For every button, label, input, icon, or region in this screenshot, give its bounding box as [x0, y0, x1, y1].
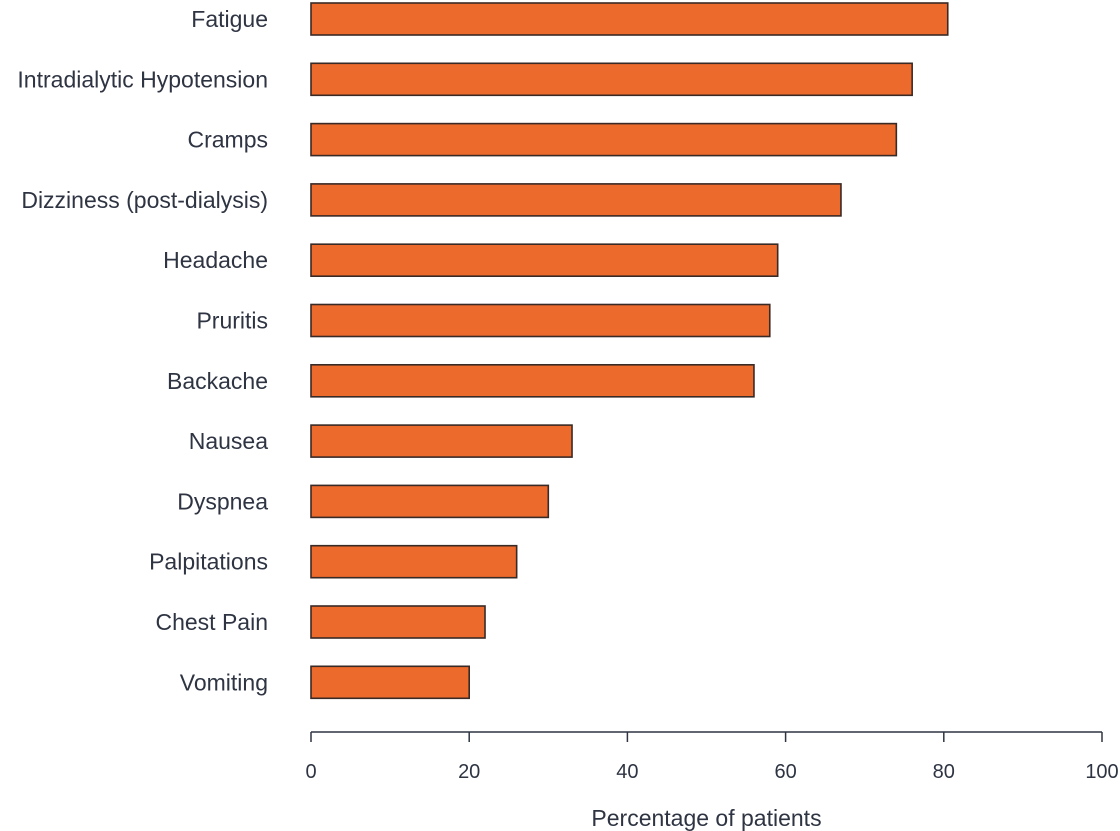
bar-dizziness-post-dialysis [310, 183, 842, 217]
category-label: Cramps [187, 127, 268, 153]
category-label: Headache [163, 247, 268, 273]
category-label: Dizziness (post-dialysis) [21, 187, 268, 213]
x-tick-label: 40 [616, 761, 638, 783]
x-ticks: 0 20 40 60 80 100 [305, 732, 1119, 783]
bar-dyspnea [310, 484, 550, 519]
bar-chest-pain [310, 605, 486, 639]
bar-fatigue [310, 2, 949, 36]
bars-group [310, 2, 949, 700]
category-label: Nausea [189, 428, 268, 454]
bar-intradialytic-hypotension [310, 62, 913, 97]
category-label: Chest Pain [155, 609, 268, 635]
x-tick-label: 100 [1085, 761, 1118, 783]
category-label: Dyspnea [177, 488, 268, 514]
x-tick-label: 0 [305, 761, 316, 783]
x-tick-label: 60 [774, 761, 796, 783]
x-tick-label: 80 [933, 761, 955, 783]
category-label: Intradialytic Hypotension [17, 66, 268, 92]
category-label: Vomiting [180, 669, 268, 695]
category-labels: Fatigue Intradialytic Hypotension Cramps Di… [17, 6, 268, 695]
category-label: Pruritis [196, 308, 268, 334]
category-label: Backache [167, 368, 268, 394]
bar-vomiting [310, 665, 470, 700]
category-label: Fatigue [191, 6, 268, 32]
bar-palpitations [310, 544, 518, 579]
x-axis-title: Percentage of patients [591, 805, 821, 831]
bar-backache [310, 363, 755, 398]
x-axis: 0 20 40 60 80 100 [305, 731, 1119, 783]
bar-nausea [310, 424, 573, 458]
bar-headache [310, 243, 779, 277]
bar-pruritis [310, 303, 771, 338]
bar-cramps [310, 122, 898, 157]
x-tick-label: 20 [458, 761, 480, 783]
category-label: Palpitations [149, 549, 268, 575]
